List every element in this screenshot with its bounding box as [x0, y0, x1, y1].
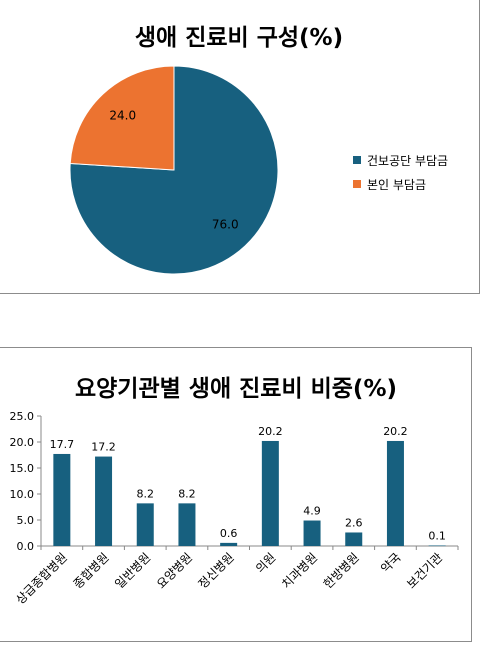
x-tick-label: 치과병원 [279, 550, 320, 591]
bar [53, 453, 71, 546]
bar-data-label: 17.7 [50, 438, 75, 451]
pie-data-label: 24.0 [109, 108, 136, 122]
y-tick-label: 10.0 [10, 488, 35, 501]
pie-chart-title: 생애 진료비 구성(%) [134, 25, 344, 51]
x-tick-label: 보건기관 [404, 550, 445, 591]
x-tick-label: 상급종합병원 [13, 550, 70, 607]
x-tick-label: 일반병원 [112, 550, 153, 591]
legend-swatch-self [353, 180, 361, 188]
bar-data-label: 20.2 [258, 425, 283, 438]
bar-data-label: 17.2 [91, 441, 116, 454]
bar-chart-title: 요양기관별 생애 진료비 비중(%) [74, 376, 397, 402]
bar [303, 520, 321, 546]
bar [178, 503, 196, 546]
bar-data-label: 0.6 [220, 527, 238, 540]
y-tick-label: 25.0 [10, 410, 35, 423]
y-tick-label: 0.0 [17, 540, 35, 553]
legend-label-self: 본인 부담금 [367, 177, 427, 192]
y-tick-label: 20.0 [10, 436, 35, 449]
bar-data-label: 8.2 [137, 487, 155, 500]
bar-data-label: 20.2 [383, 425, 408, 438]
bar-data-label: 0.1 [428, 529, 446, 542]
pie-data-label: 76.0 [212, 218, 239, 232]
bar [261, 440, 279, 546]
bar [345, 532, 363, 546]
legend-item-self: 본인 부담금 [353, 172, 448, 196]
x-tick-label: 약국 [377, 550, 403, 576]
pie-chart-panel: 생애 진료비 구성(%) 76.0 24.0 건보공단 부담금 본인 부담금 [0, 0, 480, 294]
x-tick-label: 의원 [253, 550, 279, 576]
bar-data-label: 8.2 [178, 487, 196, 500]
bar-chart: 0.0 5.0 10.0 15.0 20.0 25.0 17.7 상급종합병원 17.2 종합병원… [10, 410, 459, 607]
x-tick-label: 종합병원 [71, 550, 112, 591]
x-tick-label: 한방병원 [321, 550, 362, 591]
bar [136, 503, 154, 546]
bar-chart-panel: 요양기관별 생애 진료비 비중(%) 0.0 5.0 10.0 15.0 20.0 25.… [0, 347, 472, 642]
y-tick-label: 15.0 [10, 462, 35, 475]
bar [220, 542, 238, 546]
bar [95, 456, 113, 546]
pie-slice [69, 65, 279, 275]
pie-legend: 건보공단 부담금 본인 부담금 [353, 148, 448, 196]
pie-chart: 76.0 24.0 [69, 65, 279, 275]
bar-data-label: 4.9 [303, 505, 321, 518]
bar [428, 545, 446, 547]
y-tick-label: 5.0 [17, 514, 35, 527]
x-tick-label: 요양병원 [154, 550, 195, 591]
pie-slice [69, 65, 175, 171]
x-tick-label: 정신병원 [196, 550, 237, 591]
legend-item-nhis: 건보공단 부담금 [353, 148, 448, 172]
legend-swatch-nhis [353, 156, 361, 164]
bar-data-label: 2.6 [345, 516, 363, 529]
bar [386, 440, 404, 546]
legend-label-nhis: 건보공단 부담금 [367, 153, 449, 168]
